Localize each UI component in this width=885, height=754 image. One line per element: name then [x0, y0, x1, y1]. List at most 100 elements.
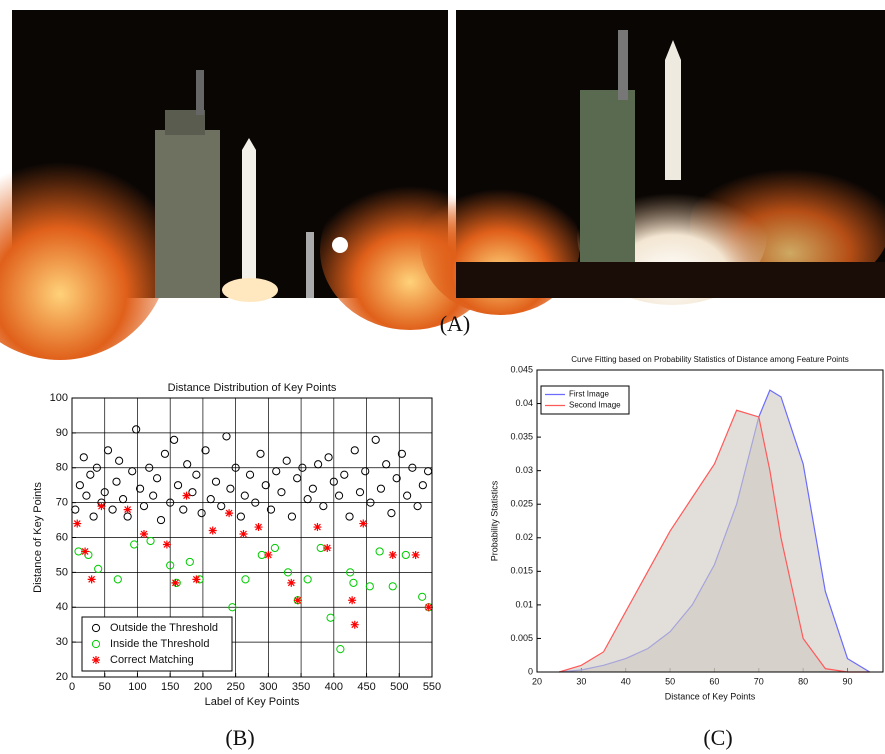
circle-point	[336, 645, 345, 654]
circle-point	[365, 582, 374, 591]
x-tick-label: 150	[161, 681, 179, 693]
circle-point	[324, 453, 333, 462]
circle-point	[211, 477, 221, 486]
circle-point	[192, 470, 201, 479]
y-tick-label: 0.02	[515, 532, 533, 542]
circle-point	[418, 481, 427, 490]
star-point	[208, 526, 217, 535]
circle-point	[303, 575, 312, 584]
star-point	[81, 547, 90, 556]
star-point	[182, 491, 191, 500]
star-point	[162, 540, 171, 549]
y-axis-label: Probability Statistics	[489, 480, 499, 561]
circle-point	[135, 484, 145, 493]
axes-frame	[71, 397, 433, 678]
x-tick-label: 300	[259, 681, 277, 693]
circle-point	[272, 467, 281, 476]
star-point	[350, 620, 359, 629]
circle-point	[392, 474, 401, 483]
x-tick-label: 0	[69, 681, 75, 693]
legend-label: Correct Matching	[110, 654, 194, 666]
circle-point	[222, 432, 231, 441]
circle-point	[228, 603, 237, 612]
x-tick-label: 400	[325, 681, 343, 693]
y-tick-label: 70	[56, 497, 68, 509]
x-tick-label: 90	[843, 676, 853, 686]
star-point	[123, 505, 132, 514]
x-tick-label: 80	[798, 676, 808, 686]
y-tick-label: 40	[56, 601, 68, 613]
star-point	[287, 578, 296, 587]
circle-point	[108, 505, 117, 514]
y-tick-label: 50	[56, 566, 68, 578]
circle-point	[92, 463, 101, 472]
x-tick-label: 50	[665, 676, 675, 686]
y-tick-label: 80	[56, 462, 68, 474]
circle-point	[89, 512, 98, 521]
circle-point	[375, 547, 384, 556]
y-tick-label: 100	[50, 392, 68, 404]
legend-label: Second Image	[569, 401, 621, 410]
star-point	[92, 656, 100, 664]
circle-point	[94, 564, 103, 573]
circle-point	[282, 456, 291, 465]
circle-point	[130, 540, 139, 549]
circle-point	[329, 477, 338, 486]
star-point	[225, 509, 234, 518]
star-point	[97, 502, 106, 511]
y-tick-label: 0.015	[510, 566, 533, 576]
circle-point	[345, 512, 354, 521]
x-tick-label: 30	[576, 676, 586, 686]
circle-point	[103, 446, 113, 455]
circle-point	[387, 508, 396, 518]
y-tick-label: 60	[56, 531, 68, 543]
circle-point	[145, 463, 154, 472]
star-point	[424, 603, 433, 612]
legend-label: First Image	[569, 390, 610, 399]
circle-point	[319, 502, 328, 511]
y-tick-label: 0.045	[510, 364, 533, 374]
circle-point	[160, 449, 170, 458]
circle-point	[128, 467, 137, 476]
circle-point	[355, 488, 365, 497]
circle-point	[206, 495, 215, 504]
star-point	[323, 543, 332, 552]
circle-point	[303, 495, 312, 504]
star-point	[73, 519, 82, 528]
circle-point	[82, 491, 91, 500]
circle-point	[361, 467, 370, 476]
star-point	[359, 519, 368, 528]
legend-box	[540, 385, 630, 415]
star-point	[313, 523, 322, 532]
circle-point	[75, 481, 84, 490]
circle-point	[197, 508, 206, 518]
circle-point	[366, 498, 375, 507]
circle-point	[240, 491, 249, 500]
line	[559, 409, 870, 673]
circle-point	[217, 502, 226, 511]
circle-point	[397, 449, 406, 458]
star-point	[388, 550, 397, 559]
x-tick-label: 100	[128, 681, 146, 693]
circle-point	[112, 477, 121, 486]
circle-point	[188, 488, 197, 497]
circle-point	[185, 557, 194, 567]
circle-point	[91, 639, 101, 649]
circle-point	[326, 613, 335, 622]
y-tick-label: 0	[528, 666, 533, 676]
circle-point	[251, 498, 260, 507]
star-point	[140, 530, 148, 539]
circle-point	[277, 488, 286, 497]
circle-point	[293, 474, 302, 483]
circle-point	[173, 481, 183, 490]
circle-point	[170, 435, 179, 444]
y-tick-label: 20	[56, 671, 68, 683]
circle-point	[408, 463, 417, 472]
star-point	[192, 575, 201, 584]
caption: (A)	[440, 311, 471, 336]
circle-point	[118, 495, 128, 504]
circle-point	[376, 484, 386, 493]
legend-label: Inside the Threshold	[110, 638, 209, 650]
y-tick-label: 90	[56, 427, 68, 439]
